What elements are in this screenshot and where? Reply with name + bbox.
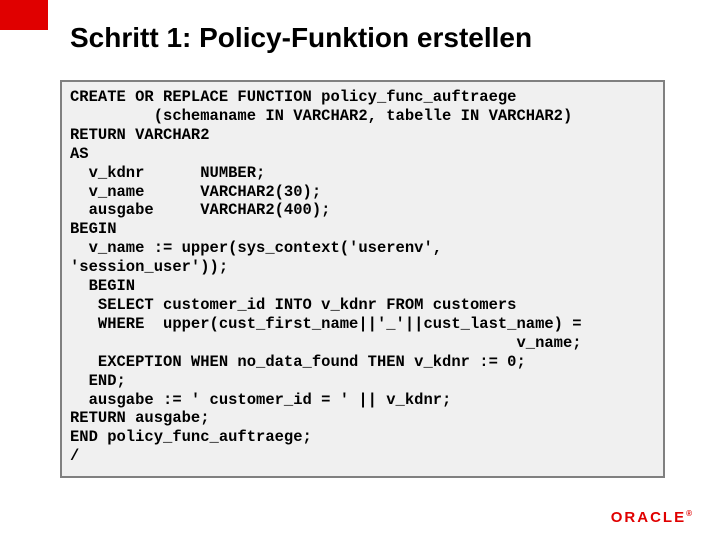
code-line: END; — [70, 372, 655, 391]
code-line: AS — [70, 145, 655, 164]
code-line: EXCEPTION WHEN no_data_found THEN v_kdnr… — [70, 353, 655, 372]
code-line: WHERE upper(cust_first_name||'_'||cust_l… — [70, 315, 655, 334]
code-line: BEGIN — [70, 277, 655, 296]
code-line: 'session_user')); — [70, 258, 655, 277]
code-line: v_name := upper(sys_context('userenv', — [70, 239, 655, 258]
code-line: (schemaname IN VARCHAR2, tabelle IN VARC… — [70, 107, 655, 126]
code-line: SELECT customer_id INTO v_kdnr FROM cust… — [70, 296, 655, 315]
logo-text: ORACLE — [611, 509, 686, 526]
code-line: / — [70, 447, 655, 466]
accent-block — [0, 0, 48, 30]
code-line: ausgabe VARCHAR2(400); — [70, 201, 655, 220]
code-line: END policy_func_auftraege; — [70, 428, 655, 447]
code-line: v_name VARCHAR2(30); — [70, 183, 655, 202]
code-line: BEGIN — [70, 220, 655, 239]
code-line: CREATE OR REPLACE FUNCTION policy_func_a… — [70, 88, 655, 107]
slide-title: Schritt 1: Policy-Funktion erstellen — [70, 22, 532, 54]
code-line: v_name; — [70, 334, 655, 353]
code-line: v_kdnr NUMBER; — [70, 164, 655, 183]
oracle-logo: ORACLE® — [611, 509, 692, 526]
code-line: RETURN ausgabe; — [70, 409, 655, 428]
code-line: RETURN VARCHAR2 — [70, 126, 655, 145]
registered-mark: ® — [686, 509, 692, 518]
code-block: CREATE OR REPLACE FUNCTION policy_func_a… — [60, 80, 665, 478]
code-line: ausgabe := ' customer_id = ' || v_kdnr; — [70, 391, 655, 410]
